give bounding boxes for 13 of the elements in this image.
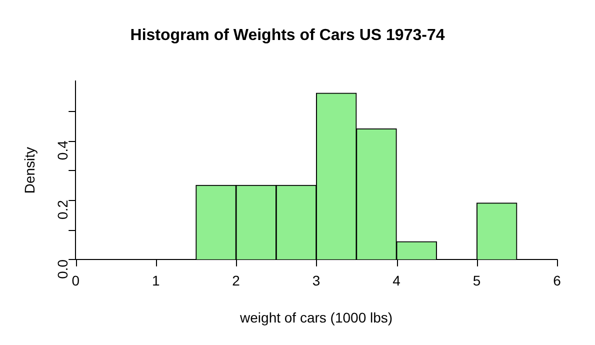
y-tick-label: 0.4 <box>54 140 70 160</box>
x-tick-label: 3 <box>312 272 320 289</box>
x-tick-label: 5 <box>472 272 481 289</box>
x-tick-label: 0 <box>72 272 80 289</box>
x-tick-label: 2 <box>232 272 240 289</box>
y-tick-label: 0.2 <box>54 200 70 220</box>
y-tick-label: 0.0 <box>54 259 70 279</box>
y-axis-title: Density <box>21 146 38 194</box>
x-axis-title: weight of cars (1000 lbs) <box>239 309 393 326</box>
x-tick-label: 1 <box>152 272 160 289</box>
x-tick-label: 4 <box>392 272 401 289</box>
x-tick-label: 6 <box>553 272 562 289</box>
chart-title: Histogram of Weights of Cars US 1973-74 <box>130 27 445 44</box>
